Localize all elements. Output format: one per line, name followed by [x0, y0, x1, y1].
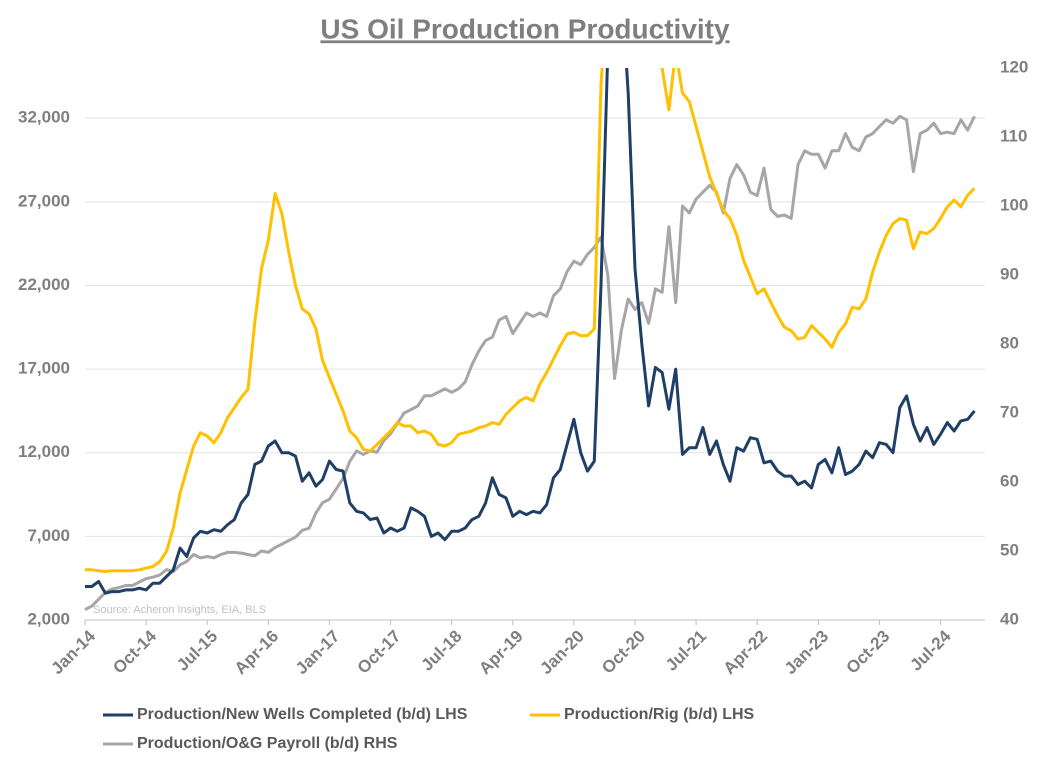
y2-tick-label: 40	[1000, 609, 1019, 628]
y2-tick-label: 80	[1000, 333, 1019, 352]
x-tick-label: Jul-18	[417, 627, 465, 675]
x-tick-label: Oct-17	[354, 627, 405, 678]
source-note: Source: Acheron Insights, EIA, BLS	[93, 604, 266, 616]
x-tick-label: Oct-23	[843, 627, 894, 678]
chart-title: US Oil Production Productivity	[320, 13, 730, 44]
legend-label: Production/New Wells Completed (b/d) LHS	[137, 706, 468, 723]
series-line	[85, 68, 976, 595]
y2-tick-label: 110	[1000, 126, 1027, 145]
plot-area	[84, 68, 976, 611]
y2-tick-label: 100	[1000, 195, 1028, 214]
x-tick-label: Jan-20	[536, 627, 588, 679]
y-tick-label: 27,000	[18, 191, 70, 210]
y2-tick-label: 60	[1000, 471, 1019, 490]
x-tick-label: Jul-15	[173, 627, 221, 675]
x-tick-label: Oct-20	[598, 627, 649, 678]
x-tick-label: Jan-17	[292, 627, 344, 679]
series-line	[84, 114, 976, 611]
x-tick-label: Jan-14	[47, 626, 99, 678]
y2-tick-label: 50	[1000, 540, 1019, 559]
y-tick-label: 12,000	[18, 442, 70, 461]
y-tick-label: 32,000	[18, 108, 70, 127]
series-line	[85, 68, 976, 573]
y-tick-label: 2,000	[27, 609, 70, 628]
x-tick-label: Apr-19	[475, 627, 527, 679]
x-tick-label: Jan-23	[781, 627, 833, 679]
y2-tick-label: 120	[1000, 57, 1028, 76]
y-tick-label: 17,000	[18, 359, 70, 378]
x-tick-label: Oct-14	[109, 626, 160, 677]
x-tick-label: Jul-24	[906, 626, 955, 675]
y2-tick-label: 70	[1000, 402, 1019, 421]
x-tick-label: Apr-22	[720, 627, 772, 679]
y-tick-label: 7,000	[27, 526, 70, 545]
legend-label: Production/Rig (b/d) LHS	[564, 706, 755, 723]
x-tick-label: Jul-21	[662, 627, 710, 675]
y2-tick-label: 90	[1000, 264, 1019, 283]
y-tick-label: 22,000	[18, 275, 70, 294]
legend-label: Production/O&G Payroll (b/d) RHS	[137, 735, 398, 752]
x-tick-label: Apr-16	[231, 627, 283, 679]
